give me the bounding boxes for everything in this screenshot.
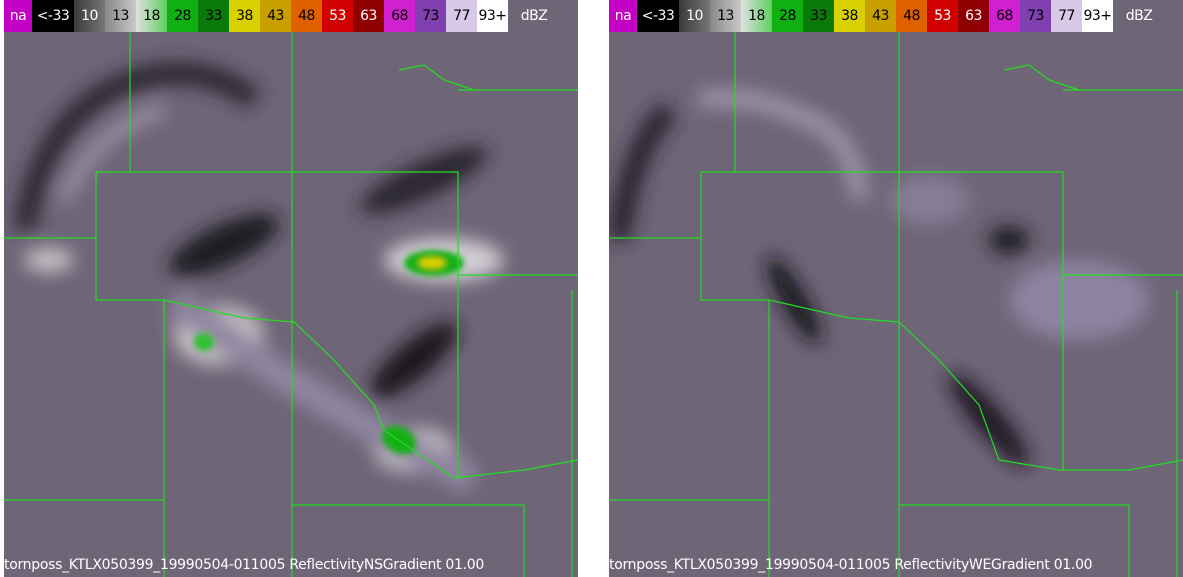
caption: tornposs_KTLX050399_19990504-011005 Refl…: [4, 557, 484, 573]
legend-entry: 77: [1051, 0, 1082, 32]
legend-entry: 48: [291, 0, 322, 32]
legend-entry: 73: [415, 0, 446, 32]
legend-entry: 18: [741, 0, 772, 32]
legend-entry: 38: [229, 0, 260, 32]
caption: tornposs_KTLX050399_19990504-011005 Refl…: [609, 557, 1092, 573]
legend-entry: 18: [136, 0, 167, 32]
legend-entry: 73: [1020, 0, 1051, 32]
legend-entry: 10: [679, 0, 710, 32]
legend-entry: 53: [927, 0, 958, 32]
legend-entry: 53: [322, 0, 353, 32]
legend-entry: 38: [834, 0, 865, 32]
legend-entry: 68: [989, 0, 1020, 32]
legend-entry: 43: [260, 0, 291, 32]
legend-entry: 33: [198, 0, 229, 32]
legend-entry: <-33: [32, 0, 74, 32]
legend-entry: <-33: [637, 0, 679, 32]
legend-entry: dBZ: [508, 0, 560, 32]
legend-entry: 93+: [1082, 0, 1113, 32]
legend-entry: dBZ: [1113, 0, 1165, 32]
legend-entry: 28: [167, 0, 198, 32]
legend-entry: na: [4, 0, 32, 32]
radar-map: [609, 0, 1183, 577]
legend-entry: 43: [865, 0, 896, 32]
legend-entry: 77: [446, 0, 477, 32]
reflectivity-field: [619, 98, 1149, 475]
legend-entry: 13: [710, 0, 741, 32]
legend-entry: 48: [896, 0, 927, 32]
legend-entry: 13: [105, 0, 136, 32]
page: na<-331013182833384348536368737793+dBZ t…: [0, 0, 1183, 577]
radar-map: [4, 0, 578, 577]
legend-entry: 63: [958, 0, 989, 32]
legend-entry: 68: [384, 0, 415, 32]
legend-entry: 10: [74, 0, 105, 32]
legend-entry: 93+: [477, 0, 508, 32]
legend-entry: 63: [353, 0, 384, 32]
legend-entry: na: [609, 0, 637, 32]
legend-entry: 28: [772, 0, 803, 32]
legend-entry: 33: [803, 0, 834, 32]
